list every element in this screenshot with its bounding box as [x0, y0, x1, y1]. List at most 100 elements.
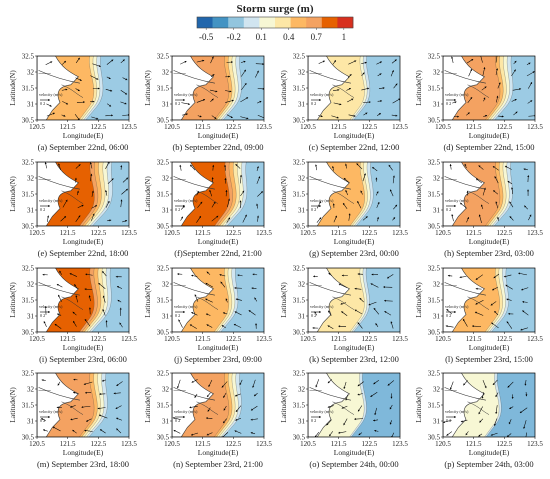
velocity-arrow	[373, 307, 380, 315]
y-tick-label: 31.5	[22, 401, 35, 409]
velocity-arrow	[354, 287, 362, 290]
velocity-legend-scale: 0 2	[446, 101, 451, 106]
velocity-arrow	[509, 216, 514, 221]
x-axis-label: Longitude(E)	[198, 448, 239, 457]
velocity-arrow	[525, 392, 528, 397]
velocity-arrow	[219, 273, 226, 277]
velocity-arrow	[234, 393, 241, 397]
map-panel: velocity (m/s) 0 2 120.5 121.5 122.5 123.5 30.…	[8, 369, 137, 469]
velocity-arrow	[528, 81, 533, 89]
velocity-arrow	[105, 162, 110, 169]
x-tick-label: 120.5	[29, 335, 45, 343]
velocity-arrow	[503, 274, 512, 278]
velocity-arrow	[234, 430, 242, 434]
y-tick-label: 31	[162, 206, 170, 214]
velocity-arrow	[122, 219, 128, 223]
velocity-arrow	[370, 283, 379, 288]
velocity-arrow	[256, 166, 259, 172]
x-tick-label: 122.5	[90, 440, 106, 448]
velocity-arrow	[512, 88, 522, 91]
velocity-legend: velocity (m/s) 0 2	[174, 409, 198, 423]
velocity-arrow	[377, 73, 382, 77]
velocity-arrow	[522, 300, 528, 303]
velocity-arrow	[388, 164, 393, 171]
velocity-arrow	[222, 312, 228, 315]
estuary-channel	[332, 190, 355, 204]
y-tick-label: 32	[27, 174, 35, 182]
y-tick-label: 30.5	[428, 222, 441, 230]
y-axis-label: Latitude(N)	[8, 70, 17, 106]
velocity-arrow	[383, 286, 393, 289]
velocity-arrow	[256, 176, 261, 184]
velocity-arrow	[189, 405, 198, 409]
estuary-channel	[38, 282, 80, 296]
y-tick-label: 30.5	[22, 433, 35, 441]
velocity-arrow	[522, 310, 529, 316]
velocity-arrow	[99, 393, 106, 396]
velocity-arrow	[182, 113, 188, 116]
velocity-arrow	[92, 87, 100, 90]
velocity-arrow	[315, 379, 320, 388]
velocity-arrow	[120, 90, 128, 95]
estuary-channel	[173, 282, 215, 296]
x-tick-label: 122.5	[496, 229, 512, 237]
velocity-arrow	[495, 68, 499, 76]
x-tick-label: 121.5	[466, 440, 482, 448]
velocity-arrow	[318, 115, 323, 118]
velocity-arrow	[90, 100, 95, 103]
estuary-channel	[61, 296, 84, 310]
x-tick-label: 122.5	[90, 229, 106, 237]
velocity-arrow	[494, 176, 499, 184]
velocity-arrow	[449, 381, 454, 390]
velocity-arrow	[102, 309, 106, 316]
velocity-arrow	[72, 320, 77, 327]
land-region	[308, 162, 350, 226]
y-tick-label: 32.5	[22, 264, 35, 272]
velocity-arrow	[210, 56, 214, 64]
velocity-legend-label: velocity (m/s)	[174, 304, 198, 309]
velocity-arrow	[181, 102, 190, 105]
velocity-arrow	[318, 60, 325, 64]
x-tick-label: 123.5	[256, 440, 272, 448]
velocity-arrow	[212, 164, 215, 171]
y-tick-label: 32.5	[22, 369, 35, 377]
velocity-arrow	[252, 273, 258, 276]
velocity-arrow	[494, 310, 499, 316]
y-tick-label: 30.5	[157, 433, 170, 441]
velocity-arrow	[452, 101, 457, 104]
velocity-arrow	[119, 307, 122, 316]
velocity-arrow	[107, 219, 112, 222]
velocity-arrow	[70, 417, 78, 421]
y-tick-label: 31.5	[428, 296, 441, 304]
velocity-arrow	[122, 177, 129, 183]
velocity-arrow	[481, 86, 487, 91]
velocity-arrow	[332, 60, 337, 65]
y-axis-label: Latitude(N)	[414, 70, 423, 106]
velocity-legend-scale: 0 2	[446, 313, 451, 318]
velocity-arrow	[210, 89, 218, 93]
velocity-arrow	[120, 199, 123, 208]
map-panel: velocity (m/s) 0 2 120.5 121.5 122.5 123.5 30.…	[143, 369, 272, 469]
y-tick-label: 32	[27, 280, 35, 288]
x-tick-label: 121.5	[331, 335, 347, 343]
velocity-arrow	[116, 286, 123, 289]
velocity-arrow	[345, 189, 348, 196]
y-tick-label: 32	[162, 385, 170, 393]
y-tick-label: 30.5	[157, 222, 170, 230]
velocity-arrow	[348, 60, 357, 65]
velocity-arrow	[373, 419, 378, 422]
velocity-arrow	[257, 100, 262, 104]
x-tick-label: 121.5	[331, 229, 347, 237]
velocity-arrow	[327, 325, 334, 329]
velocity-legend: velocity (m/s) 0 2	[39, 92, 63, 106]
velocity-arrow	[225, 75, 230, 78]
velocity-arrow	[374, 407, 377, 416]
y-tick-label: 30.5	[22, 116, 35, 124]
velocity-legend-scale: 0 2	[175, 313, 180, 318]
velocity-arrow	[58, 163, 61, 171]
x-tick-label: 120.5	[300, 123, 316, 131]
y-axis-label: Latitude(N)	[143, 282, 152, 318]
velocity-legend-label: velocity (m/s)	[445, 304, 469, 309]
velocity-arrow	[511, 187, 514, 195]
velocity-legend-arrowhead	[319, 99, 321, 101]
